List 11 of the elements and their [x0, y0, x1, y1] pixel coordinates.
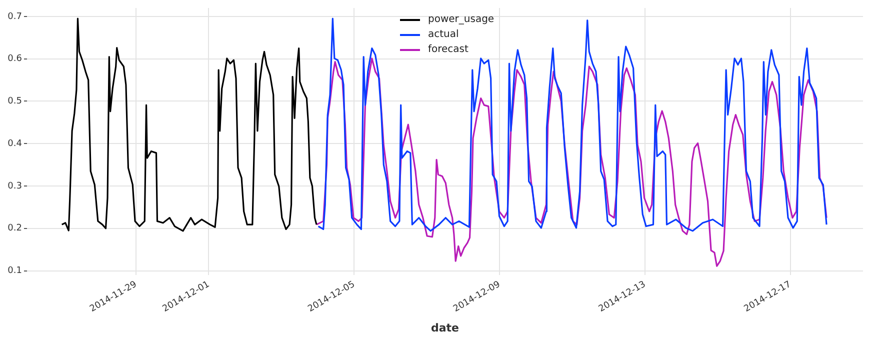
y-tick-label: 0.3	[8, 181, 22, 192]
y-tick-label: 0.2	[8, 224, 22, 234]
y-tick-label: 0.7	[8, 12, 22, 22]
y-tick-label: 0.5	[8, 96, 22, 107]
x-axis-title: date	[430, 321, 460, 334]
legend-label: power_usage	[428, 13, 494, 27]
legend-label: actual	[428, 28, 459, 42]
y-tick-label: 0.1	[8, 266, 22, 276]
y-tick-label: 0.6	[8, 54, 22, 64]
y-tick-label: 0.4	[8, 138, 22, 149]
legend-label: forecast	[428, 43, 468, 57]
